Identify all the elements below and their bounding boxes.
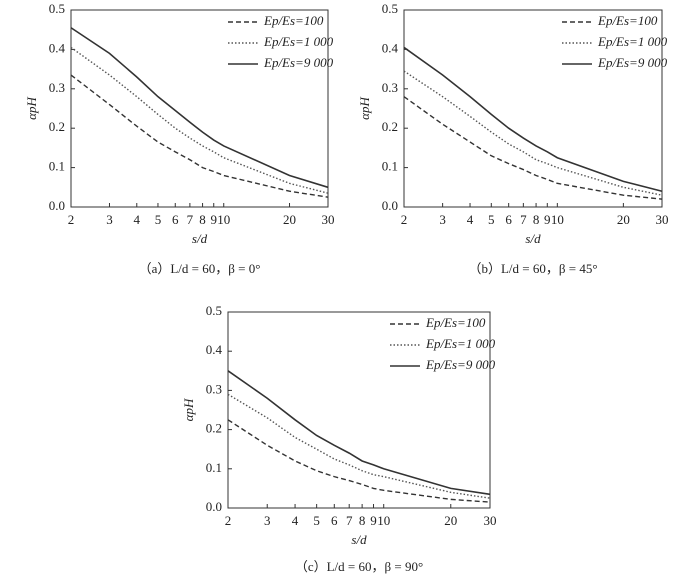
series-line bbox=[227, 419, 491, 503]
y-axis-label: αpH bbox=[181, 398, 196, 421]
y-tick-label: 0.5 bbox=[382, 1, 398, 16]
y-tick-label: 0.4 bbox=[206, 342, 223, 357]
y-tick-label: 0.1 bbox=[49, 159, 65, 174]
x-tick-label: 30 bbox=[322, 212, 335, 227]
y-axis-label: αpH bbox=[357, 97, 372, 120]
x-tick-label: 7 bbox=[520, 212, 527, 227]
x-tick-label: 5 bbox=[313, 513, 320, 528]
x-tick-label: 7 bbox=[346, 513, 353, 528]
caption: （b）L/d = 60，β = 45° bbox=[468, 261, 597, 276]
x-tick-label: 8 bbox=[199, 212, 206, 227]
y-tick-label: 0.5 bbox=[206, 303, 222, 318]
x-tick-label: 20 bbox=[617, 212, 630, 227]
x-tick-label: 8 bbox=[533, 212, 540, 227]
x-tick-label: 9 bbox=[210, 212, 217, 227]
x-tick-label: 4 bbox=[292, 513, 299, 528]
x-tick-label: 9 bbox=[370, 513, 377, 528]
y-tick-label: 0.0 bbox=[49, 198, 65, 213]
y-tick-label: 0.5 bbox=[49, 1, 65, 16]
x-tick-label: 7 bbox=[187, 212, 194, 227]
series-line bbox=[227, 370, 491, 496]
legend-label: Ep/Es=1 000 bbox=[263, 34, 334, 49]
y-tick-label: 0.3 bbox=[206, 381, 222, 396]
x-tick-label: 3 bbox=[264, 513, 271, 528]
x-tick-label: 20 bbox=[283, 212, 296, 227]
legend-label: Ep/Es=100 bbox=[597, 13, 658, 28]
series-line bbox=[227, 393, 491, 499]
legend-label: Ep/Es=9 000 bbox=[425, 357, 496, 372]
plot-frame bbox=[227, 311, 491, 509]
series-line bbox=[403, 70, 663, 196]
x-tick-label: 30 bbox=[484, 513, 497, 528]
series-line bbox=[403, 96, 663, 200]
y-tick-label: 0.2 bbox=[206, 421, 222, 436]
y-tick-label: 0.4 bbox=[382, 40, 399, 55]
y-tick-label: 0.3 bbox=[49, 80, 65, 95]
legend-label: Ep/Es=1 000 bbox=[597, 34, 668, 49]
x-axis-label: s/d bbox=[351, 532, 367, 547]
x-tick-label: 3 bbox=[439, 212, 446, 227]
x-tick-label: 10 bbox=[377, 513, 390, 528]
x-tick-label: 2 bbox=[401, 212, 408, 227]
y-tick-label: 0.4 bbox=[49, 40, 66, 55]
x-tick-label: 10 bbox=[551, 212, 564, 227]
y-tick-label: 0.1 bbox=[206, 460, 222, 475]
y-tick-label: 0.2 bbox=[49, 119, 65, 134]
caption: （c）L/d = 60，β = 90° bbox=[295, 559, 423, 574]
legend-label: Ep/Es=9 000 bbox=[597, 55, 668, 70]
legend-label: Ep/Es=9 000 bbox=[263, 55, 334, 70]
x-tick-label: 6 bbox=[505, 212, 512, 227]
x-tick-label: 20 bbox=[444, 513, 457, 528]
plot-frame bbox=[70, 9, 329, 208]
x-tick-label: 4 bbox=[467, 212, 474, 227]
y-tick-label: 0.3 bbox=[382, 80, 398, 95]
x-tick-label: 10 bbox=[217, 212, 230, 227]
x-tick-label: 8 bbox=[359, 513, 366, 528]
x-tick-label: 4 bbox=[134, 212, 141, 227]
x-tick-label: 30 bbox=[656, 212, 669, 227]
x-tick-label: 2 bbox=[68, 212, 75, 227]
y-tick-label: 0.2 bbox=[382, 119, 398, 134]
x-tick-label: 9 bbox=[544, 212, 551, 227]
y-tick-label: 0.0 bbox=[206, 499, 222, 514]
y-tick-label: 0.0 bbox=[382, 198, 398, 213]
x-axis-label: s/d bbox=[192, 231, 208, 246]
series-line bbox=[70, 74, 329, 198]
x-tick-label: 2 bbox=[225, 513, 232, 528]
legend-label: Ep/Es=1 000 bbox=[425, 336, 496, 351]
x-axis-label: s/d bbox=[525, 231, 541, 246]
y-tick-label: 0.1 bbox=[382, 159, 398, 174]
y-axis-label: αpH bbox=[24, 97, 39, 120]
x-tick-label: 5 bbox=[488, 212, 495, 227]
series-line bbox=[70, 46, 329, 194]
caption: （a）L/d = 60，β = 0° bbox=[139, 261, 261, 276]
x-tick-label: 6 bbox=[331, 513, 338, 528]
series-line bbox=[403, 46, 663, 193]
x-tick-label: 3 bbox=[106, 212, 113, 227]
x-tick-label: 5 bbox=[155, 212, 162, 227]
legend-label: Ep/Es=100 bbox=[425, 315, 486, 330]
x-tick-label: 6 bbox=[172, 212, 179, 227]
series-line bbox=[70, 27, 329, 189]
plot-frame bbox=[403, 9, 663, 208]
legend-label: Ep/Es=100 bbox=[263, 13, 324, 28]
